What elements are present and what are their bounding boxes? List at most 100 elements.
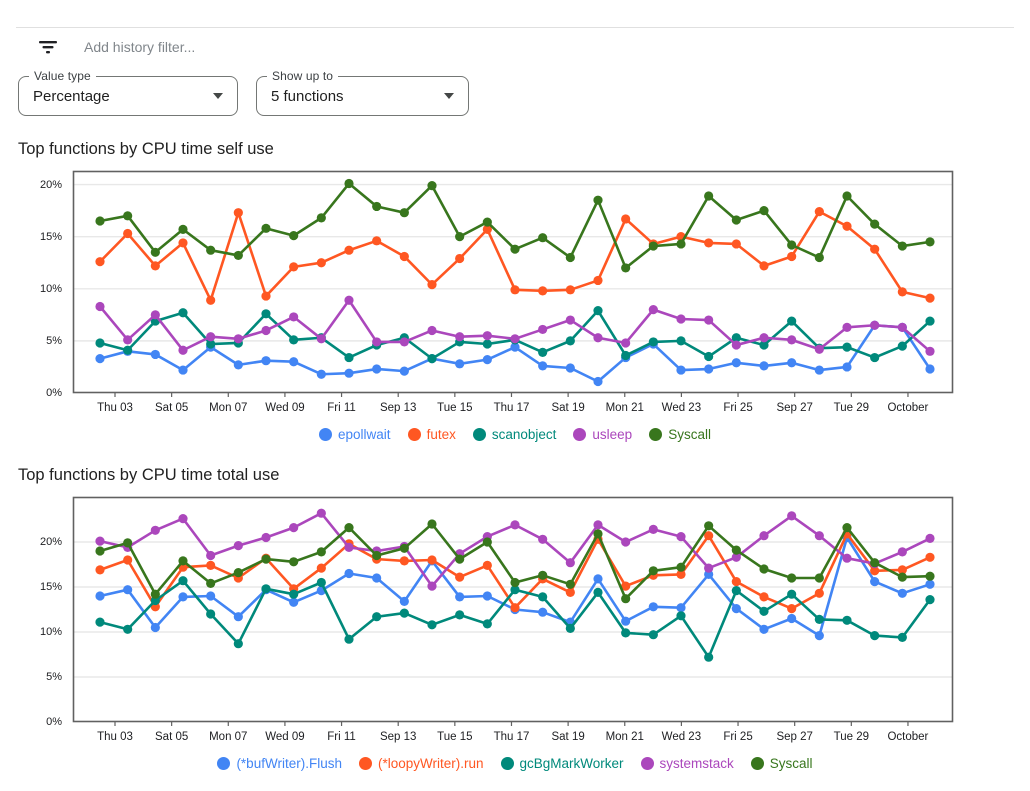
legend-dot-icon	[407, 428, 421, 441]
data-point	[206, 578, 216, 588]
data-point	[897, 547, 907, 557]
data-point	[427, 325, 437, 336]
data-point	[842, 322, 852, 332]
data-point	[427, 519, 437, 529]
data-point	[289, 523, 299, 533]
data-point	[814, 365, 824, 375]
show-up-to-select[interactable]: Show up to 5 functions	[256, 69, 469, 116]
legend-dot-icon	[750, 757, 764, 770]
data-point	[787, 251, 797, 262]
data-point	[787, 511, 797, 521]
data-point	[178, 556, 188, 566]
data-point	[206, 295, 216, 305]
data-point	[870, 244, 880, 254]
data-point	[510, 520, 520, 530]
top-divider	[16, 27, 1014, 28]
x-axis-label: Sep 27	[776, 402, 812, 414]
data-point	[123, 585, 133, 595]
data-point	[482, 537, 492, 547]
data-point	[178, 308, 188, 318]
data-point	[787, 604, 797, 614]
data-point	[897, 572, 907, 582]
data-point	[233, 568, 243, 578]
data-point	[648, 241, 658, 251]
data-point	[123, 555, 133, 565]
legend-item: futex	[407, 427, 456, 442]
data-point	[233, 639, 243, 649]
data-point	[565, 558, 575, 568]
data-point	[731, 340, 741, 350]
data-point	[787, 358, 797, 368]
data-point	[814, 344, 824, 354]
data-point	[731, 333, 741, 343]
value-type-value: Percentage	[33, 87, 110, 105]
data-point	[233, 541, 243, 551]
data-point	[925, 364, 935, 374]
data-point	[150, 622, 160, 633]
data-point	[621, 628, 631, 638]
data-point	[399, 608, 409, 618]
legend-label: systemstack	[659, 756, 734, 771]
data-point	[261, 223, 271, 233]
cpu-total-use-chart[interactable]: Thu 03 Sat 05 Mon 07 Wed 09 Fri 11 Sep 13 Tue …	[72, 496, 954, 748]
data-point	[510, 244, 520, 254]
data-point	[648, 337, 658, 347]
data-point	[676, 603, 686, 613]
data-point	[593, 520, 603, 530]
data-point	[482, 339, 492, 349]
data-point	[842, 191, 852, 201]
legend-label: (*bufWriter).Flush	[236, 756, 342, 771]
x-axis-label: Sat 05	[155, 731, 188, 743]
data-point	[316, 213, 326, 223]
data-point	[897, 322, 907, 332]
data-point	[731, 577, 741, 587]
data-point	[427, 620, 437, 630]
data-point	[510, 585, 520, 595]
data-point	[731, 604, 741, 614]
data-point	[676, 314, 686, 324]
legend-item: Syscall	[649, 427, 711, 442]
x-axis-label: Fri 25	[723, 731, 752, 743]
data-point	[178, 514, 188, 524]
data-point	[206, 609, 216, 619]
data-point	[565, 587, 575, 597]
data-point	[455, 592, 465, 602]
data-point	[289, 312, 299, 322]
data-point	[565, 579, 575, 589]
data-point	[648, 524, 658, 534]
data-point	[206, 550, 216, 561]
data-point	[704, 531, 714, 541]
data-point	[150, 247, 160, 257]
cpu-total-use-section: Top functions by CPU time total use 0% 5%…	[0, 466, 1030, 771]
x-axis-label: Thu 17	[494, 731, 530, 743]
data-point	[925, 571, 935, 581]
data-point	[372, 364, 382, 374]
data-point	[676, 532, 686, 542]
cpu-self-use-chart[interactable]: Thu 03 Sat 05 Mon 07 Wed 09 Fri 11 Sep 13 Tue …	[72, 170, 954, 419]
data-point	[206, 591, 216, 601]
x-axis-label: Wed 23	[662, 731, 701, 743]
data-point	[316, 369, 326, 379]
history-filter-input[interactable]	[84, 39, 724, 55]
data-point	[123, 335, 133, 345]
value-type-select[interactable]: Value type Percentage	[18, 69, 238, 116]
data-point	[455, 332, 465, 342]
data-point	[870, 566, 880, 576]
data-point	[621, 338, 631, 348]
data-point	[648, 305, 658, 315]
data-point	[344, 523, 354, 533]
data-point	[95, 591, 105, 601]
data-point	[482, 355, 492, 365]
legend-dot-icon	[649, 428, 663, 441]
data-point	[95, 354, 105, 364]
y-axis-label: 0%	[46, 716, 62, 728]
x-axis-label: Tue 29	[834, 402, 869, 414]
data-point	[814, 531, 824, 541]
data-point	[233, 360, 243, 370]
x-axis-label: Fri 11	[327, 731, 356, 743]
data-point	[648, 566, 658, 576]
x-axis-label: Sep 13	[380, 402, 416, 414]
x-axis-label: Sep 13	[380, 731, 416, 743]
data-point	[897, 241, 907, 251]
data-point	[482, 619, 492, 629]
